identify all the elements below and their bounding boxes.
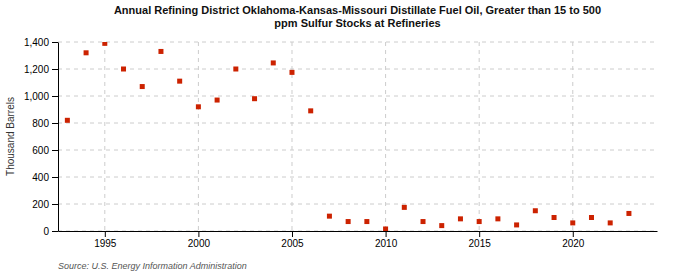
grid-line-y xyxy=(58,150,657,151)
y-tick: 800 xyxy=(32,118,58,129)
x-tick-mark xyxy=(198,231,199,237)
y-tick-mark xyxy=(52,150,58,151)
x-axis-line xyxy=(59,231,658,232)
y-tick-mark xyxy=(52,231,58,232)
x-tick-label: 2010 xyxy=(375,238,398,249)
x-tick-mark xyxy=(292,231,293,237)
y-tick-mark xyxy=(52,96,58,97)
x-tick-mark xyxy=(479,231,480,237)
y-tick-label: 1,200 xyxy=(24,64,49,75)
point xyxy=(383,226,388,231)
y-tick-mark xyxy=(52,69,58,70)
x-tick: 2000 xyxy=(188,231,211,249)
x-tick-label: 2020 xyxy=(562,238,585,249)
grid-line-x xyxy=(385,42,386,231)
y-tick-label: 800 xyxy=(32,118,49,129)
point xyxy=(327,214,332,219)
x-tick: 2020 xyxy=(562,231,585,249)
y-tick-label: 200 xyxy=(32,199,49,210)
grid-line-y xyxy=(58,231,657,232)
point xyxy=(102,42,107,46)
point xyxy=(402,205,407,210)
point xyxy=(439,223,444,228)
y-tick: 0 xyxy=(43,226,58,237)
grid-line-y xyxy=(58,42,657,43)
title: Annual Refining District Oklahoma-Kansas… xyxy=(114,4,601,29)
point xyxy=(552,215,557,220)
y-tick-mark xyxy=(52,42,58,43)
y-axis-line xyxy=(58,43,59,232)
point xyxy=(308,108,313,113)
y-tick-mark xyxy=(52,204,58,205)
point xyxy=(196,104,201,109)
x-tick-label: 2000 xyxy=(188,238,211,249)
point xyxy=(458,216,463,221)
point xyxy=(177,79,182,84)
x-tick-mark xyxy=(386,231,387,237)
y-tick-label: 1,400 xyxy=(24,37,49,48)
y-axis-title: Thousand Barrels xyxy=(5,97,16,176)
y-tick-label: 400 xyxy=(32,172,49,183)
x-tick: 2005 xyxy=(281,231,304,249)
x-tick: 2015 xyxy=(469,231,492,249)
x-tick-label: 1995 xyxy=(94,238,117,249)
grid-line-y xyxy=(58,204,657,205)
y-tick-label: 600 xyxy=(32,145,49,156)
point xyxy=(233,67,238,72)
point xyxy=(608,220,613,225)
point xyxy=(84,50,89,55)
y-tick-mark xyxy=(52,123,58,124)
y-tick-mark xyxy=(52,177,58,178)
grid-line-x xyxy=(104,42,105,231)
point xyxy=(477,219,482,224)
point xyxy=(140,84,145,89)
grid-line-x xyxy=(198,42,199,231)
grid-line-x xyxy=(572,42,573,231)
point xyxy=(215,98,220,103)
x-tick-mark xyxy=(105,231,106,237)
y-tick: 1,000 xyxy=(24,91,58,102)
point xyxy=(289,70,294,75)
point xyxy=(158,49,163,54)
y-tick: 600 xyxy=(32,145,58,156)
y-tick: 400 xyxy=(32,172,58,183)
x-tick: 2010 xyxy=(375,231,398,249)
y-tick-label: 0 xyxy=(43,226,49,237)
x-tick-label: 2015 xyxy=(469,238,492,249)
grid-line-y xyxy=(58,96,657,97)
x-tick: 1995 xyxy=(94,231,117,249)
chart: 1995 2000 2005 2010 2015 2020 0 200 400 600 800 1,0… xyxy=(0,0,675,275)
grid xyxy=(58,42,657,231)
source-note: Source: U.S. Energy Information Administ… xyxy=(58,261,247,271)
points xyxy=(65,42,632,231)
x-axis: 1995 2000 2005 2010 2015 2020 xyxy=(59,231,658,249)
point xyxy=(65,118,70,123)
point xyxy=(495,216,500,221)
x-tick-label: 2005 xyxy=(281,238,304,249)
grid-line-y xyxy=(58,177,657,178)
grid-line-y xyxy=(58,69,657,70)
point xyxy=(271,60,276,65)
grid-line-y xyxy=(58,123,657,124)
point xyxy=(252,96,257,101)
point xyxy=(421,219,426,224)
point xyxy=(626,211,631,216)
grid-line-x xyxy=(479,42,480,231)
point xyxy=(346,219,351,224)
y-axis: 0 200 400 600 800 1,000 1,200 1,400 xyxy=(24,37,59,237)
point xyxy=(570,220,575,225)
y-tick-label: 1,000 xyxy=(24,91,49,102)
x-tick-mark xyxy=(573,231,574,237)
point xyxy=(589,215,594,220)
point xyxy=(121,67,126,72)
y-tick: 200 xyxy=(32,199,58,210)
point xyxy=(364,219,369,224)
point xyxy=(533,208,538,213)
point xyxy=(514,222,519,227)
plot-area: 1995 2000 2005 2010 2015 2020 0 200 400 600 800 1,0… xyxy=(24,37,658,249)
y-tick: 1,400 xyxy=(24,37,58,48)
y-tick: 1,200 xyxy=(24,64,58,75)
